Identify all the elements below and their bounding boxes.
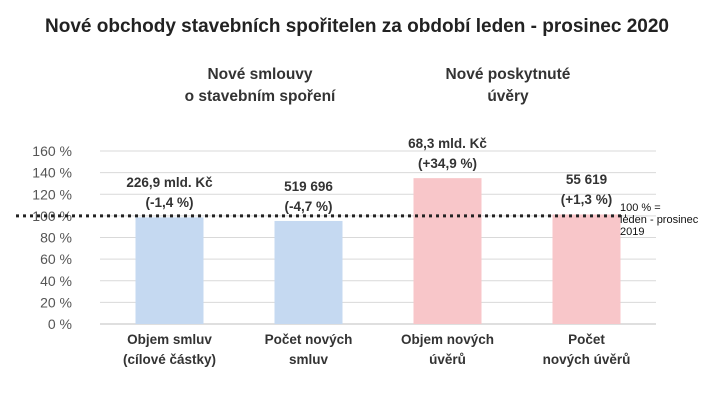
- x-category-label: Počet nových smluv: [264, 332, 353, 367]
- bar-data-label: 68,3 mld. Kč (+34,9 %): [408, 136, 487, 172]
- bar: [135, 217, 204, 324]
- x-category-label: Objem smluv (cílové částky): [122, 332, 217, 367]
- y-tick-label: 0 %: [48, 316, 72, 332]
- group-title-contracts: Nové smlouvy o stavebním spoření: [184, 66, 336, 105]
- y-tick-label: 40 %: [40, 273, 72, 289]
- y-tick-label: 80 %: [40, 230, 72, 246]
- y-tick-label: 140 %: [32, 165, 72, 181]
- y-tick-label: 60 %: [40, 251, 72, 267]
- bar: [413, 178, 482, 324]
- x-category-label: Objem nových úvěrů: [400, 332, 495, 367]
- bar-data-label: 519 696 (-4,7 %): [284, 178, 333, 214]
- bar-data-label: 55 619 (+1,3 %): [560, 172, 613, 208]
- y-tick-label: 20 %: [40, 294, 72, 310]
- bar: [552, 214, 621, 324]
- bar-data-label: 226,9 mld. Kč (-1,4 %): [126, 175, 213, 211]
- bar: [274, 220, 343, 324]
- reference-line-label: 100 % = leden - prosinec 2019: [620, 202, 699, 238]
- y-tick-label: 160 %: [32, 143, 72, 159]
- group-title-loans: Nové poskytnuté úvěry: [445, 66, 571, 105]
- chart-title: Nové obchody stavebních spořitelen za ob…: [45, 16, 669, 37]
- y-tick-label: 120 %: [32, 186, 72, 202]
- x-category-label: Počet nových úvěrů: [542, 332, 631, 367]
